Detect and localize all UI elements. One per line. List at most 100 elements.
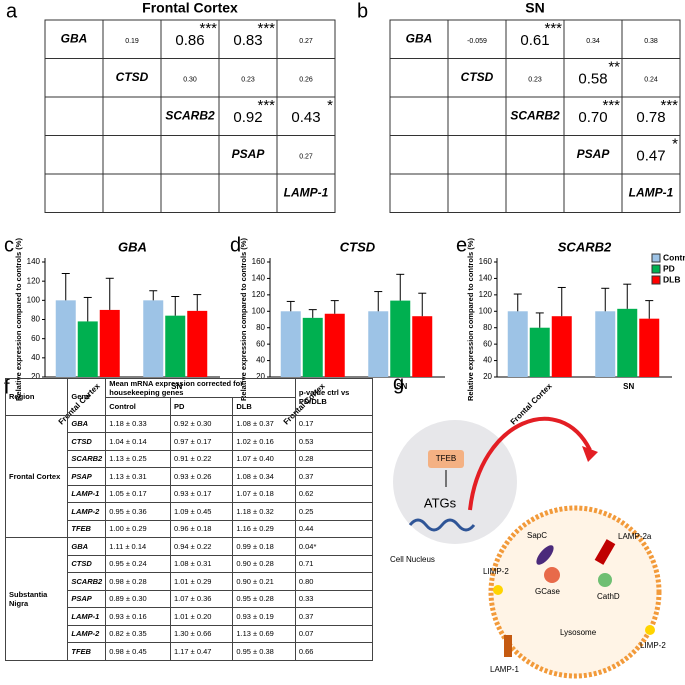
bar [551,316,572,377]
table-cell: 1.11 ± 0.14 [105,537,171,556]
diagram: TFEB ATGs Cell Nucleus SapC LAMP-2a LIMP… [390,416,666,679]
cathd [598,573,612,587]
table-cell: 1.18 ± 0.32 [232,502,296,521]
table-cell: 0.33 [294,589,374,608]
table-cell: GBA [67,414,107,433]
bar [617,308,638,377]
label: LIMP-2 [483,567,509,576]
lamp2a [594,539,616,565]
table-cell: 0.93 ± 0.26 [169,467,234,486]
y-tick-label: 140 [252,274,266,283]
table-cell: 1.01 ± 0.20 [169,607,234,626]
panel-letter: b [357,0,368,22]
table-cell: PSAP [67,467,107,486]
bar [390,300,411,377]
table-cell: 0.82 ± 0.35 [105,624,171,643]
matrix-title: SN [525,0,544,16]
bar [99,309,120,377]
table-cell: 0.66 [294,642,374,661]
correlation: 0.26 [299,77,313,84]
table-cell: LAMP-2 [67,624,107,643]
gene-label: PSAP [577,147,611,161]
y-tick-label: 160 [479,257,493,266]
table-row: CTSD 0.95 ± 0.24 1.08 ± 0.31 0.90 ± 0.28 0.7… [6,554,374,573]
table-cell: Mean mRNA expression corrected for house… [105,378,296,398]
correlation: 0.61 [520,32,549,49]
y-tick-label: 140 [479,274,493,283]
gene-label: GBA [406,31,433,45]
table-cell: 1.08 ± 0.31 [169,554,234,573]
correlation: 0.58 [578,71,607,88]
table-cell: 1.30 ± 0.66 [169,624,234,643]
table-cell: 1.02 ± 0.16 [232,432,296,451]
table-cell: 0.04* [294,537,374,556]
table-cell: 0.93 ± 0.17 [169,484,234,503]
correlation: 0.23 [528,77,542,84]
label: LAMP-2a [618,532,652,541]
panel-letter: c [4,234,14,256]
correlation: -0.059 [467,38,487,45]
table-cell: 0.95 ± 0.24 [105,554,171,573]
table-cell: 1.00 ± 0.29 [105,519,171,538]
table-cell: LAMP-2 [67,502,107,521]
table-row: Frontal Cortex GBA 1.18 ± 0.33 0.92 ± 0.30 1… [4,414,374,538]
table-cell: 0.25 [294,502,374,521]
bar [324,313,345,377]
chart-title: GBA [118,239,147,254]
table-cell: Gene [67,378,107,416]
legend-swatch [651,253,661,263]
y-tick-label: 120 [252,290,266,299]
label: Lysosome [560,628,597,637]
y-tick-label: 60 [31,334,40,343]
table-cell: 0.97 ± 0.17 [169,432,234,451]
correlation: 0.27 [299,154,313,161]
significance: * [327,97,333,114]
table-row: LAMP-1 0.93 ± 0.16 1.01 ± 0.20 0.93 ± 0.19 0… [6,607,374,626]
table-cell: 0.91 ± 0.22 [169,449,234,468]
table-cell: 0.93 ± 0.16 [105,607,171,626]
chart-title: CTSD [340,239,376,254]
gene-label: CTSD [461,70,494,84]
table-cell: 1.13 ± 0.69 [232,624,296,643]
gene-label: GBA [61,31,88,45]
panel-letter: e [456,234,467,256]
table-cell: 0.99 ± 0.18 [232,537,296,556]
table-cell: 0.53 [294,432,374,451]
label: LAMP-1 [490,665,519,674]
correlation: 0.27 [299,38,313,45]
y-tick-label: 80 [256,323,265,332]
correlation: 0.47 [636,148,665,165]
table-cell: 1.07 ± 0.18 [232,484,296,503]
label: TFEB [436,454,456,463]
correlation: 0.30 [183,77,197,84]
gene-label: PSAP [232,147,266,161]
table-row: PSAP 1.13 ± 0.31 0.93 ± 0.26 1.08 ± 0.34 0.3… [6,467,374,486]
table-cell: Region [4,378,69,416]
table-cell: 0.96 ± 0.18 [169,519,234,538]
chart-title: SCARB2 [558,239,612,254]
bar [165,315,186,377]
bar [55,300,76,377]
table-cell: LAMP-1 [67,607,107,626]
table-cell: DLB [232,397,296,416]
significance: ** [608,58,620,75]
table-cell: 0.95 ± 0.36 [105,502,171,521]
table-cell: 0.71 [294,554,374,573]
table-cell: 1.08 ± 0.34 [232,467,296,486]
bar [302,317,323,377]
y-axis-label: Relative expression compared to controls… [239,238,248,401]
panel-letter: d [230,234,241,256]
table-cell: 1.13 ± 0.31 [105,467,171,486]
label: LIMP-2 [640,641,666,650]
table-cell: 0.62 [294,484,374,503]
sapc [536,545,554,565]
correlation: 0.86 [175,32,204,49]
table-cell: Control [105,397,171,416]
table-cell: Substantia Nigra [4,537,69,661]
limp2 [493,585,503,595]
y-tick-label: 80 [31,315,40,324]
label: CathD [597,592,620,601]
y-tick-label: 160 [252,257,266,266]
table-cell: Frontal Cortex [4,414,69,538]
